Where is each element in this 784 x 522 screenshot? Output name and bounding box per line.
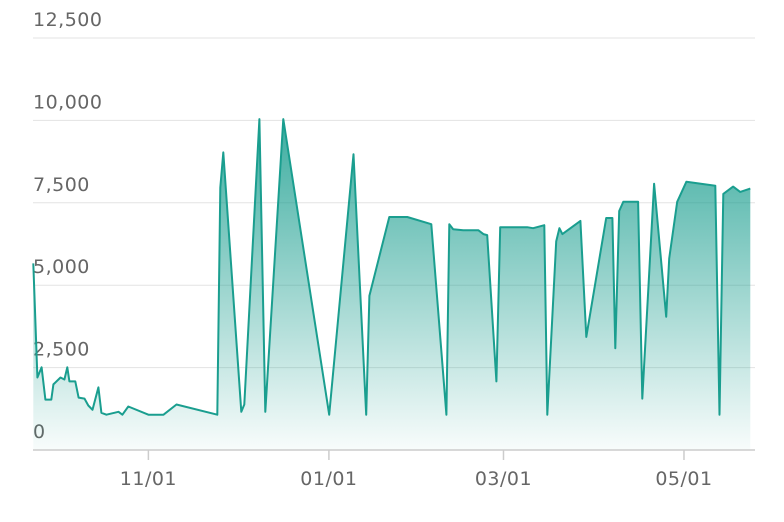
y-tick-label: 12,500 [33, 9, 102, 31]
x-tick-label: 05/01 [655, 468, 712, 490]
y-tick-label: 2,500 [33, 339, 90, 361]
line [32, 118, 751, 416]
x-tick-label: 01/01 [300, 468, 357, 490]
y-tick-label: 5,000 [33, 256, 90, 278]
y-tick-label: 10,000 [33, 91, 102, 113]
x-tick-label: 11/01 [120, 468, 177, 490]
x-tick-label: 03/01 [475, 468, 532, 490]
y-tick-label: 7,500 [33, 174, 90, 196]
area [33, 119, 751, 450]
